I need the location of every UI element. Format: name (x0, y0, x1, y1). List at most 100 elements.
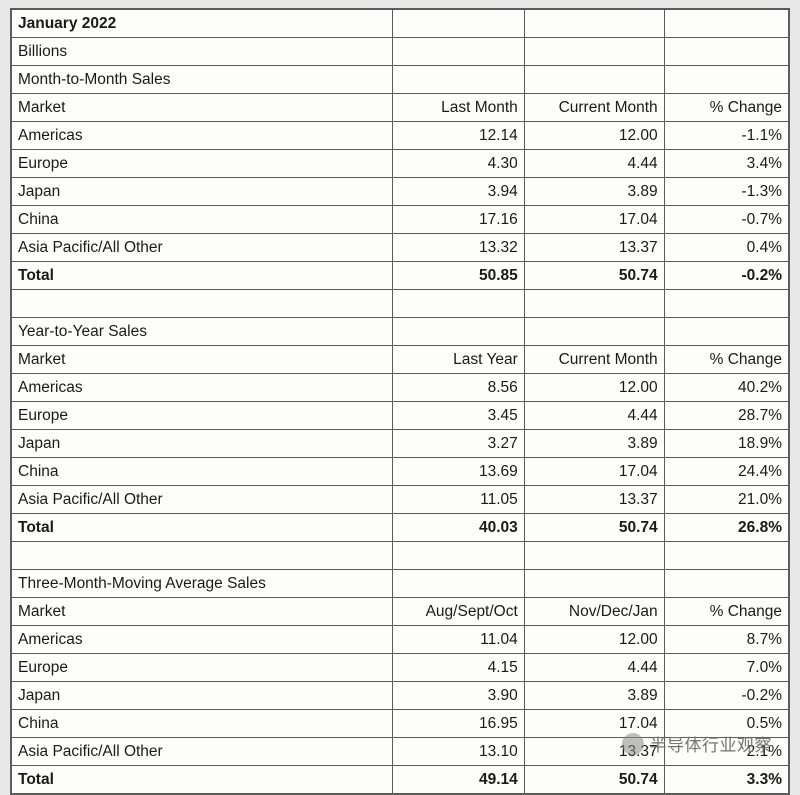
table-row-c0: Asia Pacific/All Other (12, 486, 393, 514)
table-row: Japan3.943.89-1.3% (12, 178, 789, 206)
section-heading-row-c2 (524, 66, 664, 94)
spacer-row-c2 (524, 542, 664, 570)
table-row-c0: Asia Pacific/All Other (12, 738, 393, 766)
table-row-c1: 4.30 (392, 150, 524, 178)
spacer-row-c1 (392, 542, 524, 570)
section-total-row-c1: 40.03 (392, 514, 524, 542)
spreadsheet-table: January 2022BillionsMonth-to-Month Sales… (10, 8, 790, 795)
table-row: Japan3.903.89-0.2% (12, 682, 789, 710)
table-row-c0: Americas (12, 626, 393, 654)
section-total-row-c0: Total (12, 766, 393, 794)
table-row-c1: 13.10 (392, 738, 524, 766)
section-header-row-c0: Market (12, 94, 393, 122)
section-header-row-c3: % Change (664, 94, 788, 122)
table-row-c2: 4.44 (524, 150, 664, 178)
section-heading-row: Year-to-Year Sales (12, 318, 789, 346)
section-heading-row-c0: Year-to-Year Sales (12, 318, 393, 346)
table-row-c3: 2.1% (664, 738, 788, 766)
section-total-row-c3: 26.8% (664, 514, 788, 542)
table-row-c3: 28.7% (664, 402, 788, 430)
units-row-c0: Billions (12, 38, 393, 66)
section-header-row-c3: % Change (664, 598, 788, 626)
table-row-c1: 16.95 (392, 710, 524, 738)
spacer-row-c1 (392, 290, 524, 318)
section-total-row-c2: 50.74 (524, 262, 664, 290)
table-row-c0: Americas (12, 374, 393, 402)
table-row-c3: -1.1% (664, 122, 788, 150)
title-row: January 2022 (12, 10, 789, 38)
section-heading-row: Three-Month-Moving Average Sales (12, 570, 789, 598)
table-row-c1: 4.15 (392, 654, 524, 682)
section-total-row-c3: 3.3% (664, 766, 788, 794)
table-row: Europe4.154.447.0% (12, 654, 789, 682)
table-row-c2: 12.00 (524, 122, 664, 150)
table-row: China16.9517.040.5% (12, 710, 789, 738)
table-row-c1: 17.16 (392, 206, 524, 234)
table-row-c1: 8.56 (392, 374, 524, 402)
table-row-c1: 11.04 (392, 626, 524, 654)
table-row-c1: 12.14 (392, 122, 524, 150)
section-header-row-c2: Current Month (524, 94, 664, 122)
table-row-c3: 24.4% (664, 458, 788, 486)
table-row-c0: Japan (12, 178, 393, 206)
section-heading-row-c2 (524, 318, 664, 346)
table-row-c1: 3.27 (392, 430, 524, 458)
spacer-row-c3 (664, 290, 788, 318)
table-row-c1: 11.05 (392, 486, 524, 514)
table-row-c1: 3.45 (392, 402, 524, 430)
table-row-c3: -1.3% (664, 178, 788, 206)
table-row-c3: 8.7% (664, 626, 788, 654)
section-total-row-c0: Total (12, 514, 393, 542)
table-row-c3: 40.2% (664, 374, 788, 402)
units-row-c2 (524, 38, 664, 66)
table-row-c1: 3.94 (392, 178, 524, 206)
section-heading-row: Month-to-Month Sales (12, 66, 789, 94)
spacer-row-c0 (12, 290, 393, 318)
table-row: Asia Pacific/All Other13.1013.372.1% (12, 738, 789, 766)
table-row-c0: Japan (12, 682, 393, 710)
table-row-c2: 17.04 (524, 458, 664, 486)
spacer-row-c3 (664, 542, 788, 570)
table-row: Europe4.304.443.4% (12, 150, 789, 178)
table-row-c3: 0.5% (664, 710, 788, 738)
table-row-c0: China (12, 710, 393, 738)
table-row-c2: 12.00 (524, 626, 664, 654)
section-total-row-c2: 50.74 (524, 514, 664, 542)
section-heading-row-c3 (664, 318, 788, 346)
section-heading-row-c0: Three-Month-Moving Average Sales (12, 570, 393, 598)
table-row-c2: 4.44 (524, 654, 664, 682)
table-row-c1: 3.90 (392, 682, 524, 710)
section-total-row: Total50.8550.74-0.2% (12, 262, 789, 290)
table-row-c3: 18.9% (664, 430, 788, 458)
section-header-row-c2: Current Month (524, 346, 664, 374)
table-row-c3: -0.7% (664, 206, 788, 234)
title-row-c2 (524, 10, 664, 38)
section-total-row-c1: 49.14 (392, 766, 524, 794)
table-row: Europe3.454.4428.7% (12, 402, 789, 430)
table-row-c0: China (12, 458, 393, 486)
table-row-c1: 13.69 (392, 458, 524, 486)
section-total-row-c3: -0.2% (664, 262, 788, 290)
table-row-c0: Europe (12, 654, 393, 682)
section-heading-row-c0: Month-to-Month Sales (12, 66, 393, 94)
section-total-row: Total49.1450.743.3% (12, 766, 789, 794)
table-row-c2: 3.89 (524, 178, 664, 206)
data-table: January 2022BillionsMonth-to-Month Sales… (11, 9, 789, 794)
table-row: Americas11.0412.008.7% (12, 626, 789, 654)
spacer-row (12, 290, 789, 318)
section-header-row-c2: Nov/Dec/Jan (524, 598, 664, 626)
table-row-c2: 3.89 (524, 430, 664, 458)
units-row-c1 (392, 38, 524, 66)
section-header-row-c0: Market (12, 346, 393, 374)
table-row: Japan3.273.8918.9% (12, 430, 789, 458)
section-heading-row-c3 (664, 570, 788, 598)
spacer-row (12, 542, 789, 570)
table-row: Americas12.1412.00-1.1% (12, 122, 789, 150)
table-row-c1: 13.32 (392, 234, 524, 262)
table-row-c3: 3.4% (664, 150, 788, 178)
section-header-row: MarketAug/Sept/OctNov/Dec/Jan% Change (12, 598, 789, 626)
table-row-c2: 17.04 (524, 710, 664, 738)
section-header-row-c0: Market (12, 598, 393, 626)
table-row-c2: 3.89 (524, 682, 664, 710)
table-row-c2: 12.00 (524, 374, 664, 402)
